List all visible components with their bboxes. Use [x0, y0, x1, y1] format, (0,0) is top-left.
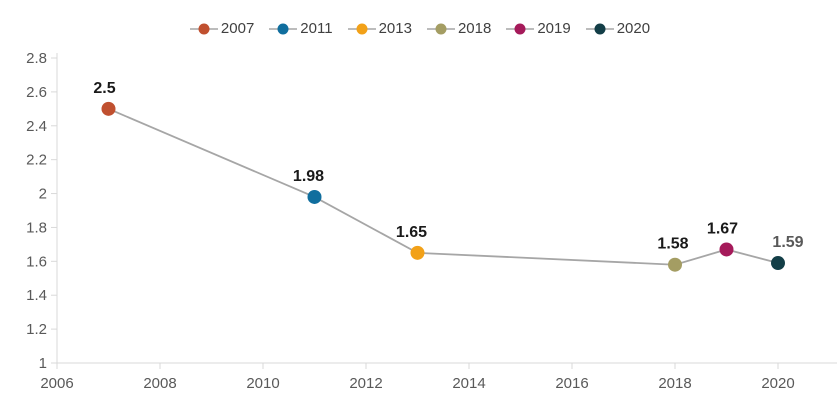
legend: 2007 2011 2013 2018 2019 2020	[0, 20, 840, 37]
legend-marker-icon	[189, 23, 218, 34]
chart-canvas: 2.8 2.6 2.4 2.2 2 1.8 1.6 1.4 1.2 1 2006 2008 2010 20…	[26, 50, 837, 392]
legend-label: 2013	[378, 20, 412, 37]
legend-marker-icon	[269, 23, 298, 34]
data-point-label-2019: 1.67	[707, 220, 738, 237]
legend-item-2020: 2020	[585, 20, 651, 37]
x-tick-label: 2018	[658, 375, 691, 392]
data-point-2013	[410, 245, 425, 260]
series-line	[108, 108, 779, 266]
legend-label: 2007	[220, 20, 255, 37]
x-tick-label: 2012	[349, 375, 382, 392]
legend-marker-icon	[506, 23, 535, 34]
data-point-2018	[668, 257, 682, 272]
data-point-2020	[771, 256, 785, 271]
y-tick-label: 2.6	[26, 84, 47, 101]
legend-marker-dot	[198, 23, 210, 34]
legend-marker-dot	[594, 23, 606, 34]
x-tick-label: 2010	[246, 375, 279, 392]
y-tick-label: 1.2	[26, 321, 47, 338]
data-point-label-2013: 1.65	[396, 224, 427, 241]
data-point-2007	[101, 101, 116, 116]
y-tick-label: 2.2	[26, 152, 47, 169]
x-tick-label: 2014	[452, 375, 485, 392]
y-tick-label: 1.6	[26, 253, 47, 270]
legend-marker-icon	[585, 23, 614, 34]
legend-item-2018: 2018	[426, 20, 492, 37]
y-tick-label: 1	[39, 355, 47, 372]
y-tick-label: 2	[39, 186, 47, 203]
data-point-label-2020: 1.59	[772, 234, 803, 251]
legend-label: 2019	[537, 20, 571, 37]
legend-item-2007: 2007	[189, 20, 255, 37]
legend-marker-dot	[356, 23, 368, 34]
data-point-label-2011: 1.98	[293, 168, 324, 185]
y-tick-label: 1.8	[26, 219, 47, 236]
y-tick-label: 2.8	[26, 50, 47, 67]
x-tick-label: 2006	[40, 375, 73, 392]
legend-marker-icon	[347, 23, 376, 34]
legend-label: 2020	[616, 20, 651, 37]
x-tick-label: 2016	[555, 375, 588, 392]
legend-item-2019: 2019	[506, 20, 571, 37]
data-point-label-2018: 1.58	[657, 236, 688, 253]
data-point-2019	[719, 242, 734, 257]
y-tick-label: 1.4	[26, 287, 47, 304]
legend-item-2011: 2011	[269, 20, 333, 37]
y-tick-label: 2.4	[26, 118, 47, 135]
x-tick-label: 2008	[143, 375, 176, 392]
data-point-2011	[307, 189, 322, 204]
legend-marker-dot	[277, 23, 289, 34]
legend-label: 2018	[457, 20, 492, 37]
legend-marker-dot	[514, 23, 526, 34]
x-tick-label: 2020	[761, 375, 794, 392]
legend-marker-icon	[426, 23, 455, 34]
legend-label: 2011	[300, 20, 333, 37]
legend-marker-dot	[435, 23, 447, 34]
data-point-label-2007: 2.5	[93, 80, 115, 97]
legend-item-2013: 2013	[347, 20, 412, 37]
